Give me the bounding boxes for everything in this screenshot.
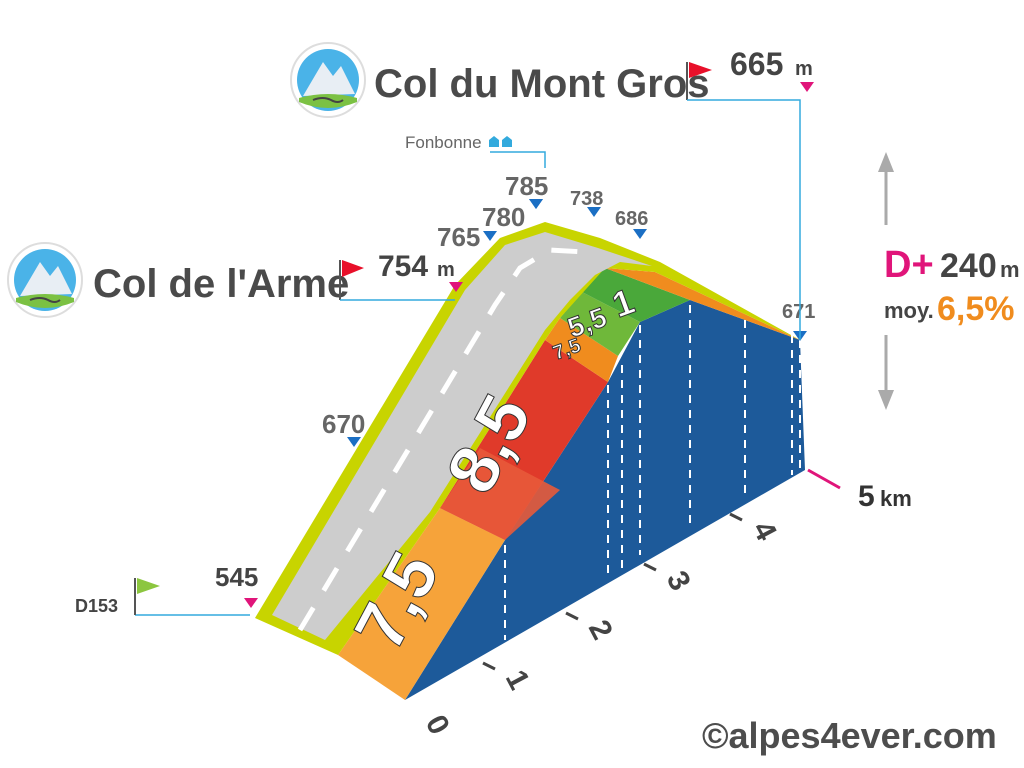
pass2-flag-icon [689, 62, 712, 78]
km-tick-label: 4 [746, 516, 783, 547]
altitude-label: 785 [505, 171, 548, 201]
km-tick [482, 661, 496, 671]
km-tick [643, 562, 657, 572]
pass2-marker-icon [800, 82, 814, 92]
pass1-name: Col de l'Arme [93, 262, 349, 306]
gain-label: D+ [884, 244, 934, 286]
side-face [405, 300, 805, 700]
pass1-altitude: 754 [378, 250, 428, 283]
altitude-label: 738 [570, 188, 603, 210]
altitude-label: 670 [322, 409, 365, 439]
altitude-marker-icon [529, 199, 543, 209]
distance-value: 5 [858, 480, 875, 513]
gradient-segment-6 [605, 268, 800, 340]
start-name: D153 [75, 596, 118, 616]
gradient-segment-2b [440, 448, 560, 540]
gradient-segment-3 [545, 318, 618, 382]
altitude-marker-icon [633, 229, 647, 239]
km-gridlines [504, 305, 801, 640]
pass2-altitude: 665 [730, 46, 783, 82]
gradient-segment-4 [560, 292, 640, 356]
altitude-label: 671 [782, 301, 815, 323]
altitude-label: 765 [437, 222, 480, 252]
altitude-marker-icon [587, 207, 601, 217]
distance-unit: km [880, 486, 912, 511]
pass1-unit: m [437, 259, 455, 281]
distance-tick [807, 468, 841, 490]
arrow-down-icon [878, 390, 894, 410]
credit: ©alpes4ever.com [702, 715, 997, 756]
altitude-marker-icon [483, 231, 497, 241]
start-marker-icon [244, 598, 258, 608]
start-marker: D153 545 [75, 562, 258, 616]
altitude-marker-icon [347, 437, 361, 447]
pass2-unit: m [795, 58, 813, 80]
climb-block [255, 222, 805, 700]
pass1-flag-icon [342, 260, 364, 277]
mountain-icon [7, 242, 83, 318]
km-tick [729, 512, 743, 522]
altitude-label: 686 [615, 208, 648, 230]
road-centre-line [297, 247, 586, 632]
stats: D+ 240 m moy. 6,5% [878, 152, 1020, 410]
pass-col-du-mont-gros: Col du Mont Gros 665 m [290, 42, 814, 340]
hamlet-name: Fonbonne [405, 133, 482, 152]
start-altitude: 545 [215, 562, 258, 592]
km-tick-label: 0 [419, 710, 456, 740]
avg-label: moy. [884, 298, 934, 323]
avg-value: 6,5% [937, 290, 1015, 328]
road-surface [272, 232, 652, 640]
mountain-icon [290, 42, 366, 118]
km-tick-label: 1 [499, 665, 536, 695]
arrow-up-icon [878, 152, 894, 172]
km-tick-label: 2 [582, 615, 619, 645]
km-tick [565, 611, 579, 621]
house-icon [489, 136, 512, 147]
altitude-label: 780 [482, 202, 525, 232]
gradient-segment-5 [582, 268, 690, 322]
start-flag-icon [137, 578, 160, 594]
gradient-segment-1 [338, 508, 505, 700]
gain-unit: m [1000, 257, 1020, 282]
km-tick-label: 3 [660, 566, 697, 596]
pass1-marker-icon [449, 282, 463, 292]
pass-col-de-l-arme: Col de l'Arme 754 m [7, 242, 463, 318]
pass2-name: Col du Mont Gros [374, 62, 710, 106]
hamlet-fonbonne: Fonbonne [405, 133, 546, 168]
gain-value: 240 [940, 247, 997, 285]
